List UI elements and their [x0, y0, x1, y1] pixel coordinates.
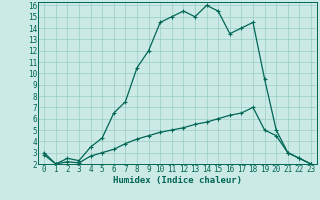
X-axis label: Humidex (Indice chaleur): Humidex (Indice chaleur)	[113, 176, 242, 185]
